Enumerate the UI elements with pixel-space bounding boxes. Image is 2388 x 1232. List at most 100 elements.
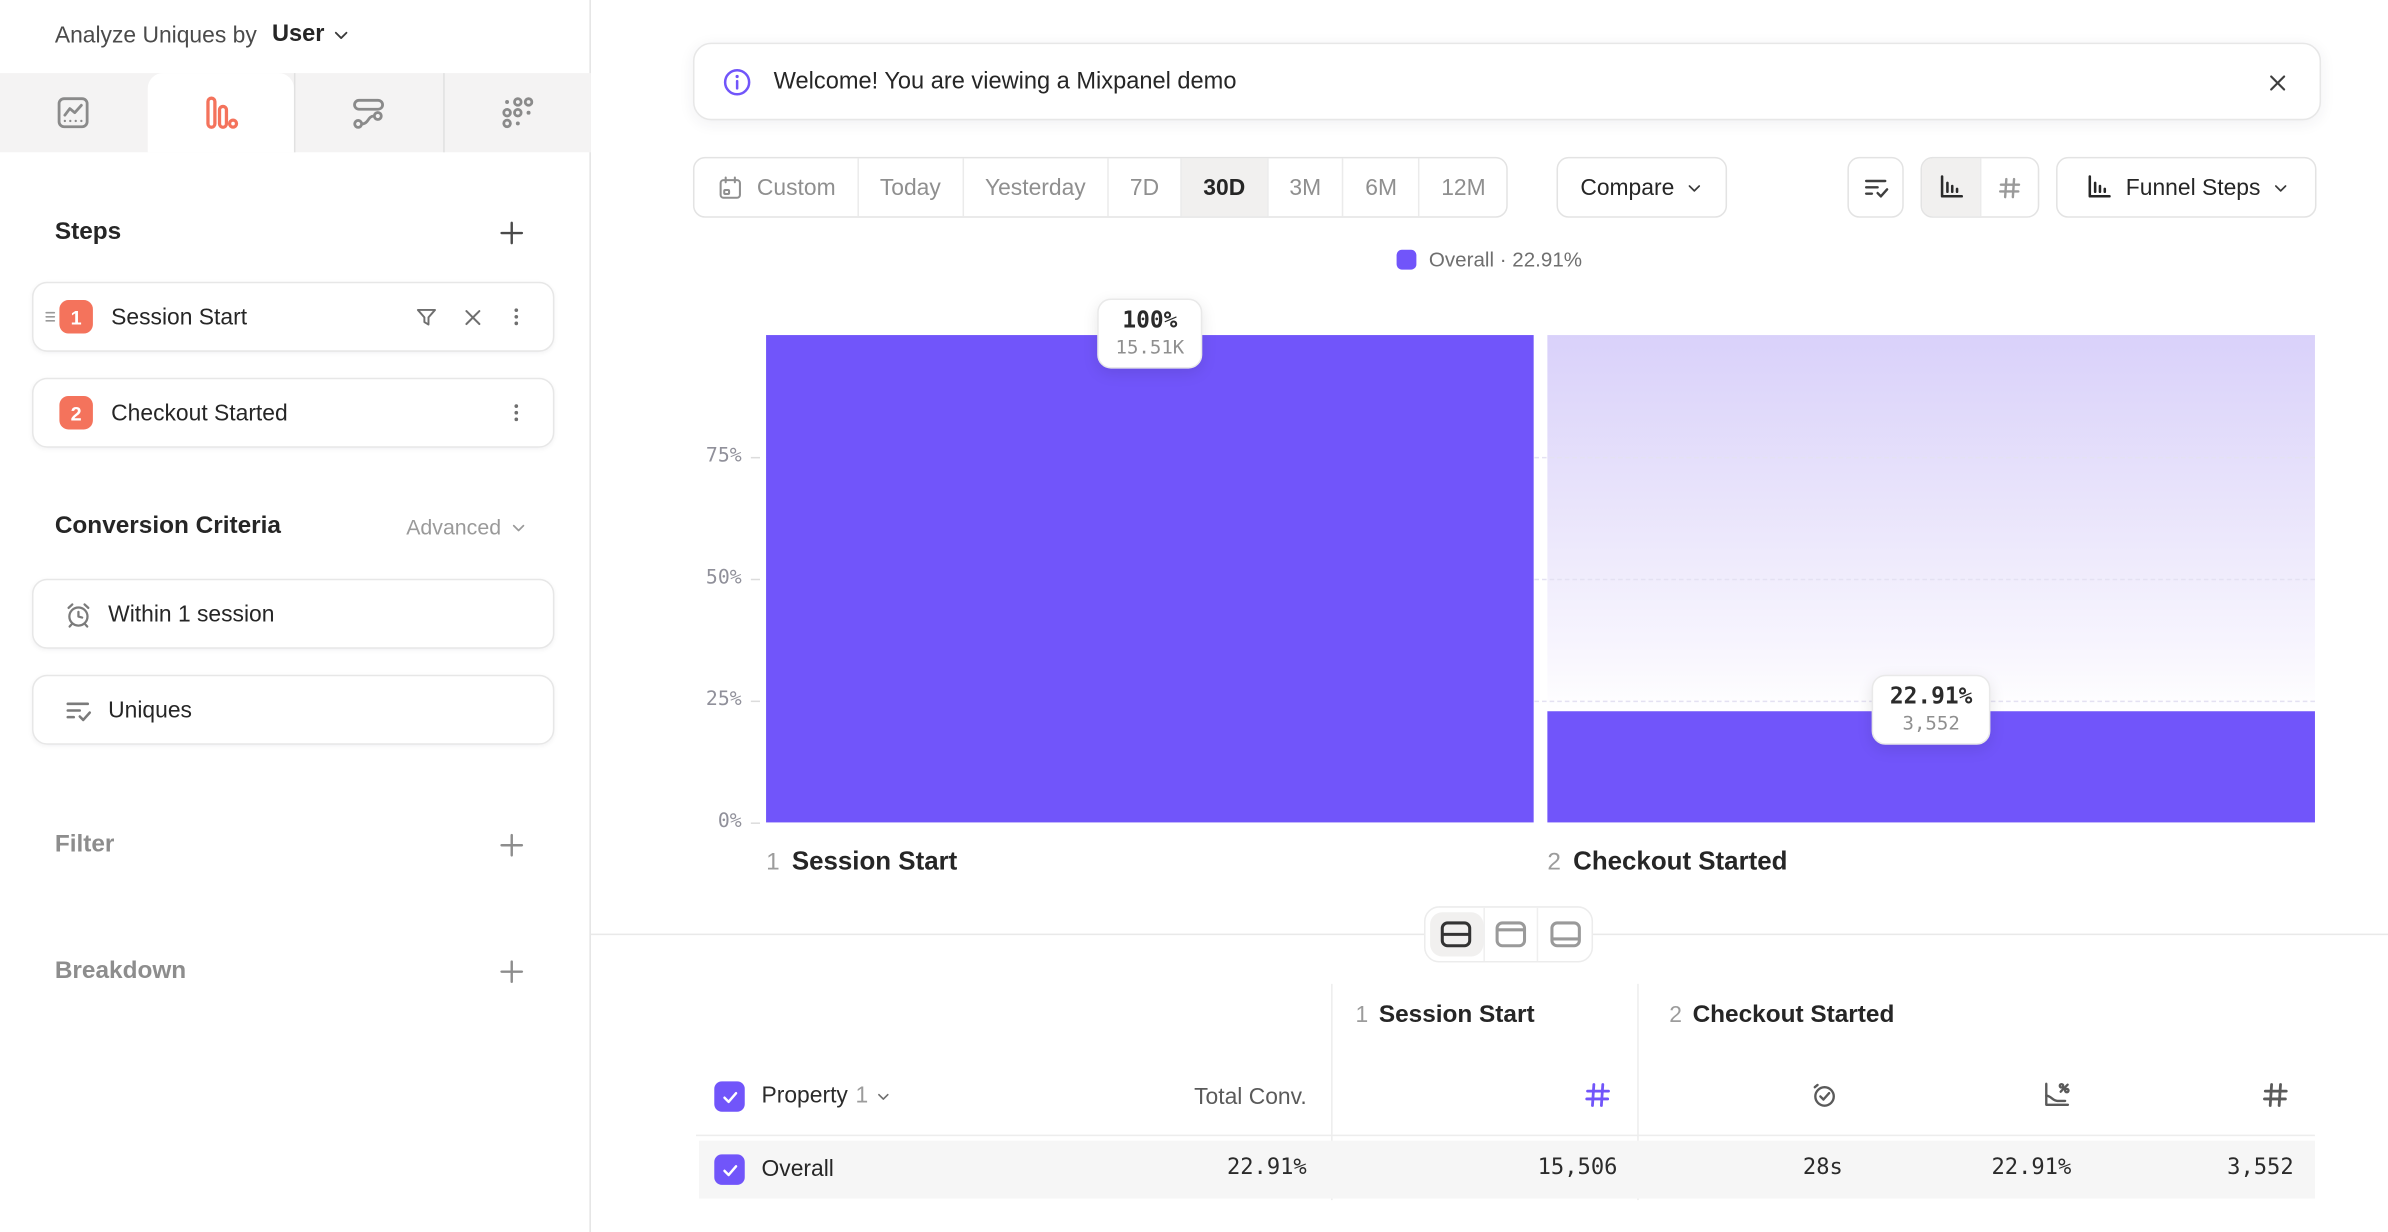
range-6m[interactable]: 6M	[1342, 158, 1418, 217]
y-axis-tick: 50%	[705, 566, 742, 590]
breakdown-title: Breakdown	[54, 957, 187, 984]
bar-percent: 22.91%	[1889, 682, 1973, 710]
row-checkbox[interactable]	[714, 1154, 745, 1185]
add-filter-button[interactable]	[496, 830, 526, 860]
step-number-badge: 1	[59, 300, 93, 334]
query-sidebar: Analyze Uniques by User	[0, 0, 591, 1232]
range-label: 30D	[1203, 174, 1246, 201]
tab-funnels[interactable]	[146, 73, 294, 153]
row-series-name: Overall	[761, 1155, 834, 1182]
date-range-picker: Custom Today Yesterday 7D 30D 3M 6M 12M	[692, 156, 1509, 218]
legend-overall[interactable]: Overall · 22.91%	[591, 248, 2388, 271]
advanced-dropdown[interactable]: Advanced	[406, 515, 527, 539]
step-row-2[interactable]: 2 Checkout Started	[31, 377, 555, 448]
table-row-overall[interactable]	[699, 1140, 2315, 1199]
count-metric-icon[interactable]	[1581, 1078, 1615, 1112]
split-layout-button[interactable]	[1430, 912, 1483, 957]
range-label: 3M	[1289, 174, 1322, 201]
group-number: 2	[1669, 1002, 1682, 1029]
y-axis-tick: 0%	[717, 810, 742, 834]
chart-view-dropdown[interactable]: Funnel Steps	[2056, 156, 2317, 218]
range-label: 12M	[1441, 174, 1486, 201]
tab-flows[interactable]	[293, 73, 442, 153]
range-today[interactable]: Today	[856, 158, 962, 217]
compare-button[interactable]: Compare	[1556, 156, 1728, 218]
avg-time-to-convert-icon[interactable]	[1808, 1078, 1842, 1112]
range-12m[interactable]: 12M	[1418, 158, 1507, 217]
y-axis-tick: 75%	[705, 444, 742, 468]
add-step-button[interactable]	[496, 218, 526, 248]
tab-insights[interactable]	[0, 73, 147, 152]
step-name: Checkout Started	[1573, 846, 1788, 876]
range-custom[interactable]: Custom	[694, 158, 856, 216]
conversion-rate-icon[interactable]	[2039, 1078, 2073, 1112]
bar-percent: 100%	[1122, 306, 1178, 334]
analyze-by-value: User	[271, 21, 325, 48]
counting-method-value: Uniques	[108, 696, 192, 723]
filter-icon[interactable]	[413, 303, 440, 330]
y-axis-tick-mark	[750, 700, 760, 703]
property-label: Property	[761, 1082, 848, 1109]
tab-retention[interactable]	[442, 73, 590, 153]
step-menu-icon[interactable]	[504, 401, 528, 425]
step-event-name: Session Start	[111, 303, 248, 330]
range-yesterday[interactable]: Yesterday	[962, 158, 1107, 217]
calendar-icon	[716, 173, 745, 202]
funnel-bars-icon	[1936, 172, 1966, 202]
analyze-by-row: Analyze Uniques by User	[55, 15, 351, 55]
number-toggle[interactable]	[1979, 158, 2038, 217]
bar-count: 3,552	[1902, 711, 1960, 735]
total-conv-header: Total Conv.	[1194, 1084, 1307, 1111]
range-label: Yesterday	[984, 174, 1086, 201]
column-separator	[1331, 983, 1333, 1201]
drag-handle-icon[interactable]	[38, 305, 62, 329]
steps-title: Steps	[54, 219, 122, 246]
funnel-bars-icon	[2083, 172, 2113, 202]
legend-label: Overall · 22.91%	[1428, 248, 1583, 272]
table-only-layout-button[interactable]	[1537, 907, 1591, 962]
filter-section-header: Filter	[55, 830, 527, 860]
range-7d[interactable]: 7D	[1107, 158, 1180, 217]
conversion-window-value: Within 1 session	[108, 600, 275, 627]
step-row-1[interactable]: 1 Session Start	[31, 281, 555, 352]
range-label: Custom	[756, 174, 836, 201]
cell-avg-time: 28s	[1802, 1155, 1843, 1181]
add-breakdown-button[interactable]	[496, 956, 526, 986]
y-axis-tick-mark	[750, 578, 760, 581]
chart-view-label: Funnel Steps	[2125, 174, 2261, 201]
y-axis-tick: 25%	[705, 688, 742, 712]
flows-icon	[349, 93, 389, 133]
chevron-down-icon	[876, 1088, 891, 1103]
range-3m[interactable]: 3M	[1266, 158, 1343, 217]
step-number: 2	[1547, 849, 1561, 876]
retention-icon	[498, 93, 538, 133]
gridline-75	[766, 456, 2315, 459]
y-axis-tick-mark	[750, 456, 760, 459]
select-all-checkbox[interactable]	[714, 1081, 745, 1112]
percent-bars-toggle[interactable]	[1922, 158, 1980, 217]
counting-method-card[interactable]: Uniques	[31, 674, 555, 745]
remove-step-icon[interactable]	[460, 304, 486, 330]
funnel-dropoff-gradient	[1547, 335, 2315, 711]
count-metric-icon[interactable]	[2259, 1078, 2293, 1112]
demo-banner: Welcome! You are viewing a Mixpanel demo	[692, 42, 2322, 121]
funnel-bar-1[interactable]	[766, 335, 1534, 823]
funnels-icon	[201, 93, 241, 133]
breakdown-section-header: Breakdown	[55, 956, 527, 986]
range-label: Today	[879, 174, 941, 201]
analyze-by-selector[interactable]: User	[272, 21, 350, 48]
banner-message: Welcome! You are viewing a Mixpanel demo	[773, 67, 1237, 94]
conversion-criteria-title: Conversion Criteria	[54, 513, 281, 540]
banner-close-icon[interactable]	[2265, 70, 2291, 96]
metric-uniques-button[interactable]	[1847, 156, 1904, 218]
range-30d[interactable]: 30D	[1180, 158, 1267, 217]
legend-swatch	[1396, 249, 1417, 270]
step-menu-icon[interactable]	[504, 305, 528, 329]
property-dropdown[interactable]: Property 1	[762, 1083, 892, 1109]
report-type-tabs	[0, 73, 591, 153]
chart-only-layout-button[interactable]	[1482, 907, 1537, 962]
table-group-header-1: 1 Session Start	[1355, 1002, 1534, 1029]
hash-icon	[1995, 173, 2024, 202]
conversion-window-card[interactable]: Within 1 session	[31, 578, 555, 649]
cell-step2-count: 3,552	[2227, 1155, 2294, 1181]
